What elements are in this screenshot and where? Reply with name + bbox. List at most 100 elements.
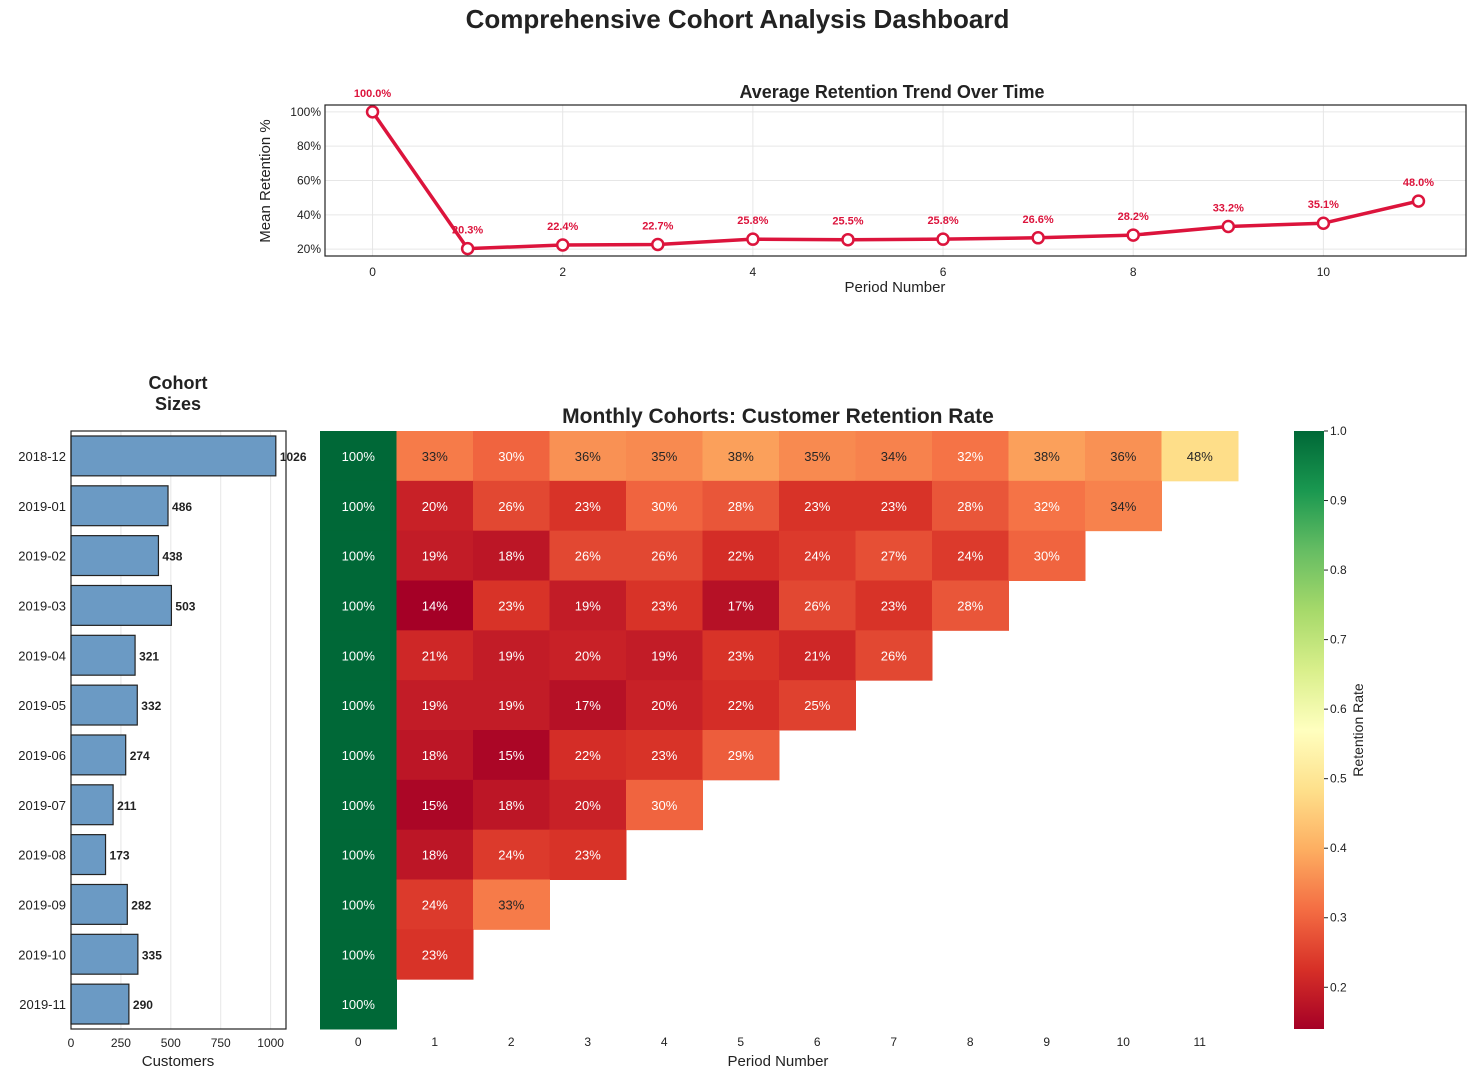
cohort-size-value-label: 335 bbox=[142, 948, 162, 962]
cohort-label: 2018-12 bbox=[18, 449, 66, 464]
heatmap-cell bbox=[549, 530, 627, 581]
cohort-sizes-title: Cohort Sizes bbox=[149, 373, 208, 414]
heatmap-xtick-label: 0 bbox=[355, 1035, 362, 1049]
heatmap-cell-label: 26% bbox=[651, 549, 677, 564]
heatmap-cell bbox=[473, 480, 550, 532]
retention-trend-ticks: 0 2 4 6 8 10 20% 40% 60% 80% 100% bbox=[290, 105, 1330, 279]
cohort-size-bar bbox=[70, 584, 173, 626]
heatmap-cell bbox=[320, 431, 397, 482]
cohort-size-value-label: 211 bbox=[117, 799, 137, 813]
heatmap-cell bbox=[932, 530, 1009, 581]
heatmap-cell bbox=[1085, 480, 1162, 532]
heatmap-cell bbox=[396, 829, 474, 880]
heatmap-cell bbox=[702, 431, 780, 482]
colorbar-ticks: 0.2 0.3 0.4 0.5 0.6 0.7 0.8 0.9 1.0 bbox=[1324, 424, 1347, 994]
cohort-sizes-xtick-label: 500 bbox=[161, 1036, 181, 1050]
heatmap-cell-label: 20% bbox=[575, 648, 601, 663]
retention-colorbar: 0.2 0.3 0.4 0.5 0.6 0.7 0.8 0.9 1.0 Retention Ra… bbox=[1294, 424, 1366, 1029]
heatmap-cell-label: 15% bbox=[422, 798, 448, 813]
heatmap-cell bbox=[1008, 431, 1086, 482]
heatmap-xtick-label: 10 bbox=[1117, 1035, 1131, 1049]
cohort-size-value-label: 503 bbox=[175, 599, 195, 613]
heatmap-cell bbox=[320, 530, 397, 581]
trend-point-label: 25.5% bbox=[832, 216, 863, 228]
heatmap-cell-label: 30% bbox=[1034, 549, 1060, 564]
heatmap-cell bbox=[473, 879, 550, 930]
heatmap-cell bbox=[473, 829, 550, 880]
retention-trend-xlabel: Period Number bbox=[845, 279, 946, 296]
heatmap-cell-label: 22% bbox=[728, 549, 754, 564]
heatmap-cell-label: 28% bbox=[957, 499, 983, 514]
heatmap-cell bbox=[855, 480, 933, 532]
heatmap-cell-label: 21% bbox=[422, 648, 448, 663]
heatmap-cell bbox=[473, 779, 550, 831]
heatmap-xtick-label: 11 bbox=[1194, 1035, 1207, 1049]
cohort-sizes-xlabel: Customers bbox=[142, 1053, 215, 1070]
retention-trend-title: Average Retention Trend Over Time bbox=[739, 82, 1044, 102]
cohort-label: 2019-06 bbox=[18, 748, 66, 763]
heatmap-cell-label: 100% bbox=[342, 499, 376, 514]
heatmap-cell bbox=[1085, 431, 1162, 482]
heatmap-cell bbox=[1161, 431, 1239, 482]
cohort-label: 2019-01 bbox=[18, 499, 66, 514]
heatmap-cell-label: 34% bbox=[881, 449, 907, 464]
heatmap-cell-label: 19% bbox=[575, 598, 601, 613]
heatmap-cell-label: 32% bbox=[1034, 499, 1060, 514]
trend-point bbox=[1316, 216, 1331, 230]
trend-ytick-label: 100% bbox=[290, 105, 321, 119]
heatmap-cell-label: 100% bbox=[342, 997, 376, 1012]
heatmap-cell bbox=[320, 779, 397, 831]
heatmap-cell bbox=[855, 630, 933, 681]
trend-point bbox=[460, 241, 475, 256]
colorbar-tick-label: 0.7 bbox=[1330, 633, 1347, 647]
heatmap-cell bbox=[626, 530, 703, 581]
retention-heatmap-title: Monthly Cohorts: Customer Retention Rate bbox=[562, 405, 994, 428]
colorbar-tick-label: 1.0 bbox=[1330, 424, 1347, 438]
cohort-size-bar bbox=[70, 933, 139, 975]
heatmap-cell bbox=[320, 680, 397, 731]
heatmap-cell-label: 28% bbox=[957, 598, 983, 613]
heatmap-cell-label: 100% bbox=[342, 449, 376, 464]
heatmap-cell bbox=[549, 580, 627, 631]
heatmap-cell-label: 100% bbox=[342, 897, 376, 912]
heatmap-cell-label: 20% bbox=[575, 798, 601, 813]
heatmap-cell-label: 19% bbox=[498, 648, 524, 663]
heatmap-cell-label: 22% bbox=[728, 698, 754, 713]
heatmap-cell bbox=[396, 630, 474, 681]
heatmap-cell-label: 100% bbox=[342, 947, 376, 962]
cohort-size-value-label: 1026 bbox=[280, 450, 307, 464]
heatmap-cell bbox=[473, 431, 550, 482]
trend-xtick-label: 2 bbox=[559, 265, 566, 279]
cohort-size-bar bbox=[70, 983, 130, 1025]
trend-point bbox=[651, 237, 665, 252]
cohort-size-value-label: 438 bbox=[162, 550, 182, 564]
cohort-label: 2019-11 bbox=[19, 997, 66, 1012]
trend-point bbox=[746, 232, 760, 246]
heatmap-cell-label: 36% bbox=[1110, 449, 1136, 464]
heatmap-cell bbox=[396, 680, 474, 731]
heatmap-cell-label: 33% bbox=[422, 449, 448, 464]
heatmap-cell bbox=[396, 480, 474, 532]
cohort-label: 2019-02 bbox=[18, 549, 66, 564]
heatmap-cell-label: 23% bbox=[575, 499, 601, 514]
colorbar-tick-label: 0.5 bbox=[1330, 772, 1347, 786]
retention-trend-chart: Average Retention Trend Over Time 100.0%… bbox=[257, 82, 1467, 296]
heatmap-cell-label: 24% bbox=[498, 848, 524, 863]
heatmap-cell-label: 38% bbox=[1034, 449, 1060, 464]
heatmap-cell bbox=[626, 580, 703, 631]
heatmap-xtick-label: 8 bbox=[967, 1035, 974, 1049]
heatmap-cell bbox=[855, 530, 933, 581]
trend-ytick-label: 40% bbox=[297, 208, 321, 222]
heatmap-cell bbox=[779, 480, 856, 532]
heatmap-xtick-label: 1 bbox=[431, 1035, 438, 1049]
heatmap-cell-label: 23% bbox=[728, 648, 754, 663]
heatmap-cell bbox=[473, 630, 550, 681]
heatmap-cell bbox=[396, 530, 474, 581]
heatmap-cell bbox=[396, 879, 474, 930]
cohort-sizes-xtick-label: 250 bbox=[111, 1036, 131, 1050]
heatmap-cell bbox=[702, 730, 780, 781]
heatmap-cell bbox=[626, 480, 703, 532]
heatmap-cell bbox=[396, 779, 474, 831]
cohort-size-bar bbox=[70, 734, 127, 776]
cohort-label: 2019-08 bbox=[18, 848, 66, 863]
